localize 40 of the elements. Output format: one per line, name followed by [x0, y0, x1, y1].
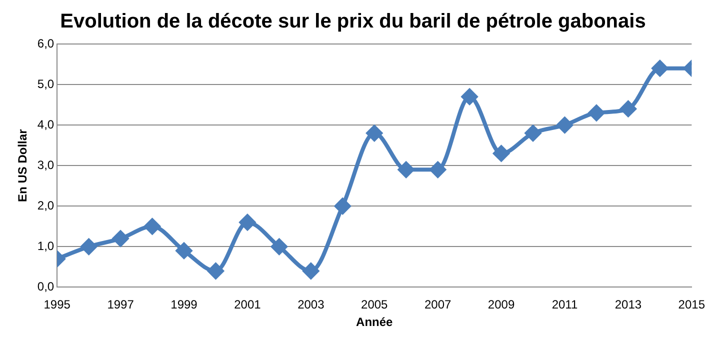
x-tick-label: 2003	[298, 298, 325, 312]
point	[176, 242, 192, 259]
y-tick-label: 4,0	[37, 117, 54, 132]
point	[302, 262, 319, 279]
y-tick-label: 5,0	[37, 76, 54, 91]
point	[493, 145, 510, 162]
point	[144, 218, 160, 234]
y-axis-title: En US Dollar	[16, 128, 30, 202]
x-tick-label: 2011	[552, 298, 578, 312]
x-axis-title: Année	[356, 315, 394, 330]
x-tick-label: 2001	[234, 298, 262, 312]
y-tick-label: 3,0	[37, 158, 54, 172]
x-tick-label: 1999	[170, 298, 198, 312]
point	[430, 162, 446, 178]
point	[652, 60, 668, 76]
point	[620, 100, 636, 117]
point	[239, 214, 256, 230]
point	[525, 125, 542, 142]
y-tick-label: 0,0	[37, 280, 54, 294]
point	[366, 125, 382, 142]
y-tick-label: 6,0	[37, 36, 54, 50]
point	[334, 198, 351, 214]
x-tick-label: 1995	[44, 298, 71, 312]
y-tick-label: 1,0	[37, 238, 54, 253]
y-tick-label: 2,0	[37, 198, 54, 212]
x-tick-label: 2005	[361, 298, 388, 312]
point	[556, 117, 573, 134]
x-tick-label: 2013	[614, 298, 642, 312]
chart-title: Evolution de la décote sur le prix du baril de pétrole gabonais	[60, 10, 646, 33]
point	[208, 262, 224, 279]
point	[80, 238, 97, 255]
x-tick-label: 2007	[424, 298, 452, 312]
point	[588, 104, 604, 121]
x-tick-label: 2015	[678, 298, 706, 312]
point	[112, 230, 129, 247]
point	[398, 162, 414, 178]
x-tick-label: 1997	[107, 298, 134, 312]
x-tick-label: 2009	[488, 298, 515, 312]
point	[271, 238, 288, 255]
point	[462, 88, 478, 105]
